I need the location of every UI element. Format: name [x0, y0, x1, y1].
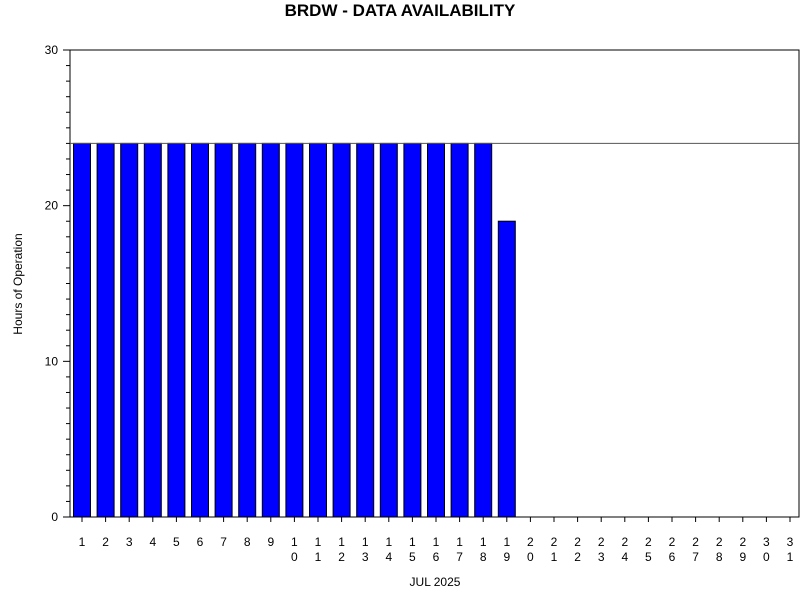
bars — [73, 142, 516, 518]
bar — [285, 142, 304, 518]
bar — [261, 142, 280, 518]
bar — [474, 142, 493, 518]
bar — [96, 142, 115, 518]
bar — [191, 142, 209, 518]
x-tick-label: 1 — [79, 535, 86, 549]
y-axis-label: Hours of Operation — [11, 233, 25, 334]
x-tick-label: 9 — [267, 535, 274, 549]
bar — [403, 142, 422, 518]
bar — [356, 142, 375, 518]
bar — [427, 142, 445, 518]
x-tick-label: 5 — [173, 535, 180, 549]
y-axis: 0 10 20 30 — [45, 43, 70, 524]
bar — [497, 220, 516, 518]
bar — [73, 142, 91, 518]
x-tick-label: 8 — [244, 535, 251, 549]
x-tick-label: 7 — [220, 535, 227, 549]
bar — [214, 142, 233, 518]
x-tick-label: 6 — [197, 535, 204, 549]
bar — [309, 142, 327, 518]
chart-title: BRDW - DATA AVAILABILITY — [284, 1, 516, 20]
y-tick-label: 0 — [51, 510, 58, 524]
bar — [450, 142, 469, 518]
y-tick-label: 30 — [45, 43, 59, 57]
bar — [332, 142, 351, 518]
bar — [167, 142, 186, 518]
x-tick-label: 2 — [102, 535, 109, 549]
bar — [379, 142, 398, 518]
x-axis-label: JUL 2025 — [410, 575, 461, 589]
y-tick-label: 20 — [45, 199, 59, 213]
x-tick-label: 3 — [126, 535, 133, 549]
x-tick-label: 4 — [149, 535, 156, 549]
bar — [143, 142, 162, 518]
bar — [120, 142, 139, 518]
y-tick-label: 10 — [45, 354, 59, 368]
x-axis: 1 2 3 4 5 6 7 8 9 1 01 11 21 31 41 51 61 71 81 92 02 12 22 32 42… — [79, 517, 794, 564]
bar — [238, 142, 257, 518]
